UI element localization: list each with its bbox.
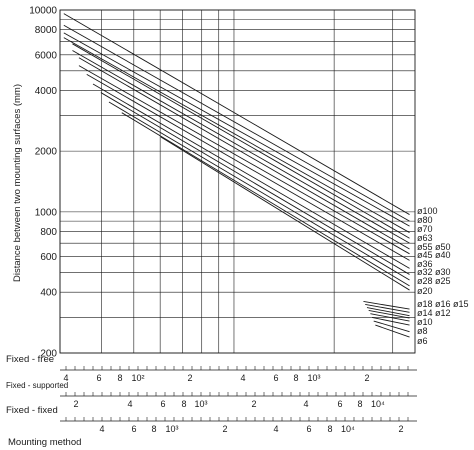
mounting-method-label: Mounting method [8,437,81,448]
series-label: ø80 [417,215,433,225]
mounting-scale-tick-label: 2 [251,399,256,409]
series-line [121,112,410,287]
mounting-scale-tick-label: 4 [240,373,245,383]
series-line [72,50,410,244]
mounting-scale-tick-label: 10³ [307,373,320,383]
mounting-scale-tick-label: 10⁴ [341,424,355,434]
y-tick-label: 10000 [29,6,57,17]
y-tick-label: 2000 [35,147,58,158]
series-line [365,303,410,313]
mounting-scale-tick-label: 2 [364,373,369,383]
series-line [63,32,410,227]
series-line [78,57,410,250]
series-line [63,37,410,233]
mounting-scale-tick-label: 8 [151,424,156,434]
mounting-scale-tick-label: 8 [117,373,122,383]
mounting-scale-tick-label: 8 [181,399,186,409]
series-label: ø14 ø12 [417,308,451,318]
y-tick-label: 400 [40,288,57,299]
mounting-scale-tick-label: 6 [273,373,278,383]
mounting-scale-tick-label: 2 [73,399,78,409]
series-line [375,324,410,338]
series-label: ø20 [417,286,433,296]
series-label: ø32 ø30 [417,267,451,277]
series-line [370,313,410,322]
series-label: ø36 [417,259,433,269]
series-line [373,320,410,333]
series-line [108,101,410,281]
mounting-scale-tick-label: 4 [303,399,308,409]
series-line [92,83,410,269]
mounting-scale-tick-label: 4 [273,424,278,434]
y-tick-label: 600 [40,252,57,263]
mounting-scale-tick-label: 10³ [194,399,207,409]
mounting-scale-tick-label: 8 [327,424,332,434]
y-tick-label: 8000 [35,25,58,36]
series-label: ø45 ø40 [417,250,451,260]
mounting-scale-tick-label: 8 [293,373,298,383]
mounting-scale-tick-label: 6 [160,399,165,409]
series-line [371,317,410,326]
mounting-scale-tick-label: 2 [187,373,192,383]
mounting-scale-label: Fixed - free [6,354,54,365]
plot-frame [59,9,416,354]
mounting-scale-tick-label: 4 [63,373,68,383]
series-label: ø55 ø50 [417,242,451,252]
mounting-scale-tick-label: 6 [131,424,136,434]
series-line [72,43,410,239]
series-line [78,65,410,255]
series-line [100,92,410,275]
series-line [368,309,410,319]
mounting-scale-label: Fixed - fixed [6,405,58,416]
mounting-scale-tick-label: 6 [306,424,311,434]
mounting-scale-tick-label: 8 [357,399,362,409]
y-tick-label: 4000 [35,86,58,97]
series-label: ø28 ø25 [417,276,451,286]
series-line [63,24,410,222]
mounting-scale-tick-label: 10⁴ [371,399,385,409]
series-line [363,301,410,310]
series-label: ø63 [417,233,433,243]
series-line [63,13,410,215]
y-tick-label: 200 [40,349,57,360]
mounting-scale-tick-label: 10³ [165,424,178,434]
mounting-scale-tick-label: 6 [337,399,342,409]
mounting-scale-tick-label: 6 [96,373,101,383]
y-tick-label: 800 [40,227,57,238]
series-label: ø8 [417,326,428,336]
series-label: ø10 [417,317,433,327]
y-tick-label: 1000 [35,207,58,218]
series-label: ø100 [417,206,438,216]
mounting-scale-tick-label: 4 [99,424,104,434]
mounting-scale-tick-label: 10² [131,373,144,383]
series-line [160,136,410,291]
series-line [86,73,410,261]
series-label: ø18 ø16 ø15 [417,299,469,309]
mounting-scale-tick-label: 2 [398,424,403,434]
mounting-scale-tick-label: 4 [127,399,132,409]
series-label: ø70 [417,224,433,234]
series-label: ø6 [417,336,428,346]
mounting-scale-label: Fixed - supported [6,381,68,390]
y-axis-title: Distance between two mounting surfaces (… [12,84,23,282]
y-tick-label: 6000 [35,50,58,61]
series-line [366,307,410,317]
mounting-scale-tick-label: 2 [222,424,227,434]
